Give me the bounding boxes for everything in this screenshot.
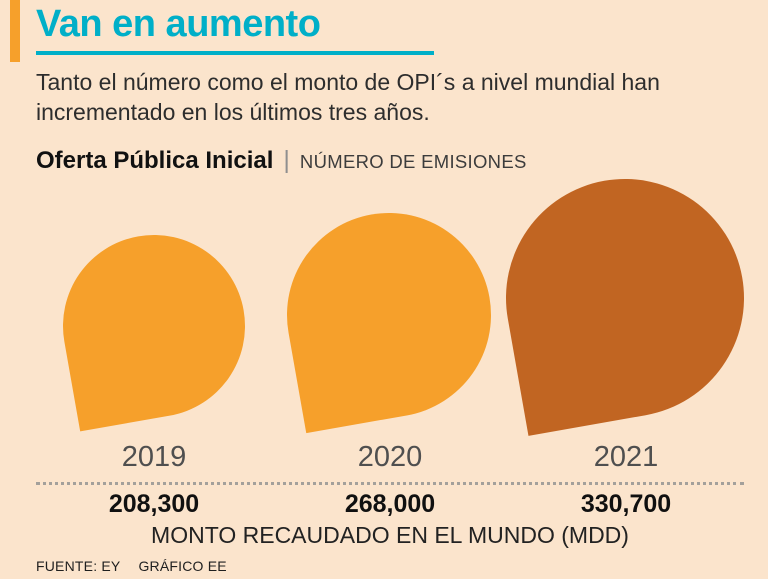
amount-value-2020: 268,000 xyxy=(344,489,436,518)
shape-column-2021 xyxy=(487,159,763,436)
amount-value-2021: 330,700 xyxy=(580,489,672,518)
year-label-2019: 2019 xyxy=(121,440,187,473)
teardrop-shape-2021 xyxy=(487,159,763,436)
chart-heading: Oferta Pública Inicial | NÚMERO DE EMISI… xyxy=(36,146,744,175)
teardrop-shape-2019 xyxy=(48,220,259,431)
chart-subtitle: NÚMERO DE EMISIONES xyxy=(299,150,527,172)
value-row: 208,300 268,000 330,700 xyxy=(36,490,744,519)
teardrop-chart: 2019 2020 2021 208,300 268,000 330,700 M… xyxy=(36,159,763,549)
amount-value-2019: 208,300 xyxy=(108,489,200,518)
chart-title: Oferta Pública Inicial xyxy=(36,146,274,174)
description-text: Tanto el número como el monto de OPI´s a… xyxy=(36,68,660,126)
year-label-2020: 2020 xyxy=(357,440,423,473)
heading-separator: | xyxy=(283,145,290,174)
teardrop-shape-2020 xyxy=(270,196,507,433)
dotted-divider xyxy=(36,481,744,485)
shape-column-2020 xyxy=(270,196,507,433)
year-label-2021: 2021 xyxy=(593,440,659,473)
page-title: Van en aumento xyxy=(36,3,321,45)
title-underline xyxy=(36,50,434,55)
corner-accent-bar xyxy=(10,0,20,62)
footer: FUENTE: EY GRÁFICO EE xyxy=(36,558,744,574)
graphic-credit: GRÁFICO EE xyxy=(138,557,227,574)
amount-axis-label: MONTO RECAUDADO EN EL MUNDO (MDD) xyxy=(151,521,629,548)
source-credit: FUENTE: EY xyxy=(36,557,121,574)
shape-row xyxy=(36,159,763,436)
shape-column-2019 xyxy=(36,220,271,431)
year-row: 2019 2020 2021 xyxy=(36,441,744,474)
